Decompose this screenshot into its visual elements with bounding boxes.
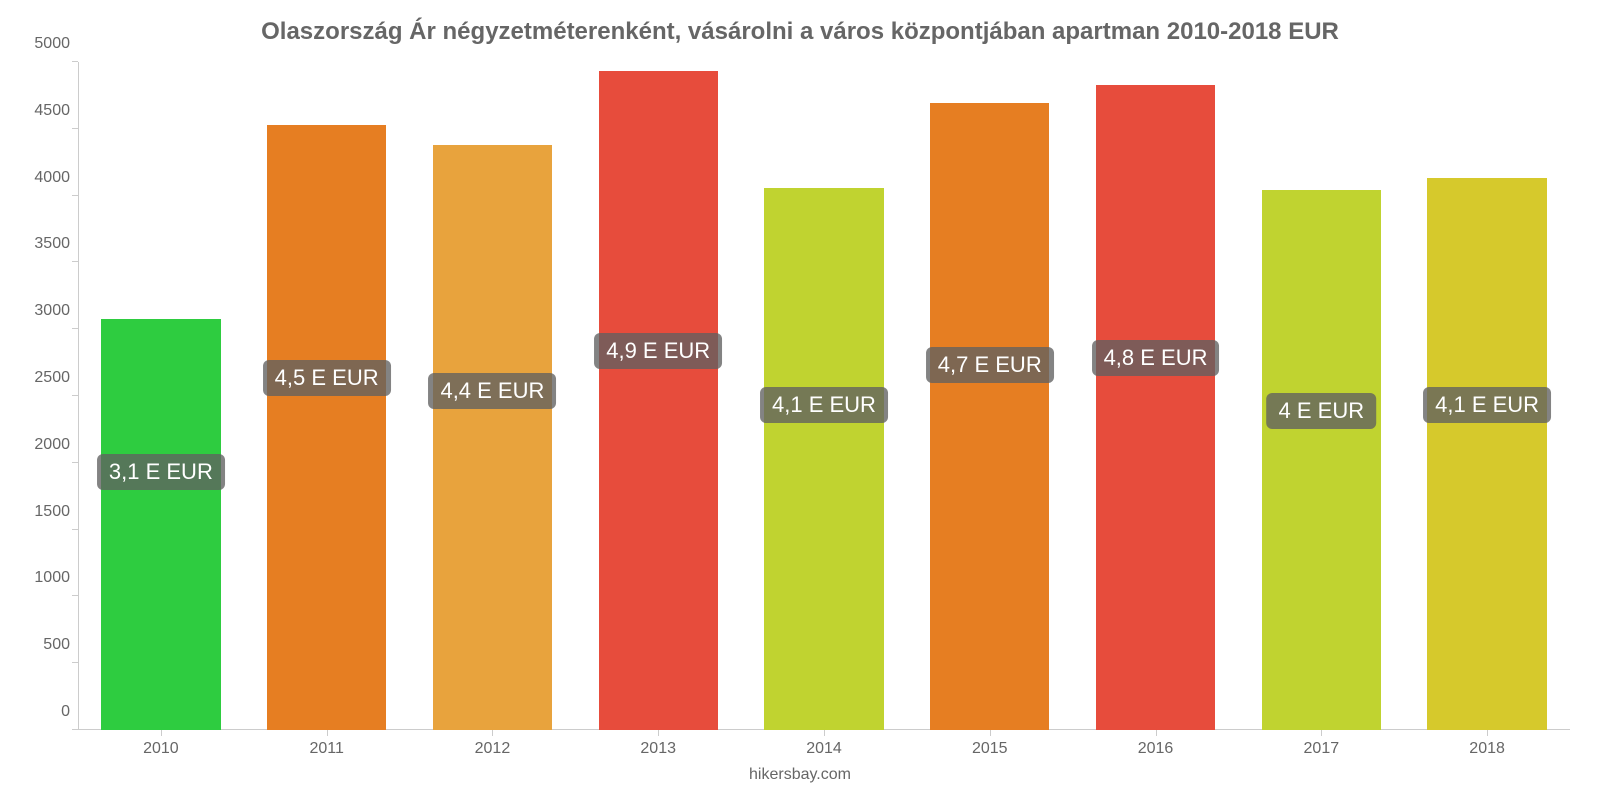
y-tick-label: 1500 [20, 503, 70, 521]
bar-slot: 20174 E EUR [1238, 62, 1404, 730]
bar [930, 103, 1049, 730]
bar-slot: 20114,5 E EUR [244, 62, 410, 730]
y-tick-label: 4000 [20, 169, 70, 187]
x-tick-label: 2017 [1304, 740, 1340, 758]
bar-slot: 20164,8 E EUR [1073, 62, 1239, 730]
bar-slot: 20103,1 E EUR [78, 62, 244, 730]
bar [1096, 85, 1215, 730]
value-label: 4,7 E EUR [926, 347, 1054, 383]
x-tick-mark [1156, 730, 1157, 736]
value-label: 4,8 E EUR [1092, 340, 1220, 376]
bar [764, 188, 883, 730]
bar [101, 319, 220, 730]
value-label: 3,1 E EUR [97, 454, 225, 490]
x-tick-mark [658, 730, 659, 736]
x-tick-label: 2015 [972, 740, 1008, 758]
y-tick-label: 500 [20, 636, 70, 654]
x-tick-mark [1321, 730, 1322, 736]
x-tick-mark [1487, 730, 1488, 736]
value-label: 4,1 E EUR [1423, 387, 1551, 423]
bar [1427, 178, 1546, 730]
plot-area: 0500100015002000250030003500400045005000… [78, 62, 1570, 730]
bar [267, 125, 386, 730]
x-tick-label: 2016 [1138, 740, 1174, 758]
y-tick-label: 4500 [20, 102, 70, 120]
value-label: 4,4 E EUR [428, 373, 556, 409]
y-tick-label: 2500 [20, 369, 70, 387]
value-label: 4,1 E EUR [760, 387, 888, 423]
x-tick-label: 2012 [475, 740, 511, 758]
chart-title: Olaszország Ár négyzetméterenként, vásár… [0, 0, 1600, 46]
chart-container: Olaszország Ár négyzetméterenként, vásár… [0, 0, 1600, 800]
x-tick-mark [327, 730, 328, 736]
y-tick-label: 0 [20, 703, 70, 721]
y-tick-label: 3000 [20, 302, 70, 320]
bar-slot: 20124,4 E EUR [410, 62, 576, 730]
x-tick-mark [492, 730, 493, 736]
value-label: 4,9 E EUR [594, 333, 722, 369]
x-tick-mark [990, 730, 991, 736]
bar-slot: 20154,7 E EUR [907, 62, 1073, 730]
y-tick-label: 5000 [20, 35, 70, 53]
value-label: 4,5 E EUR [263, 360, 391, 396]
bar [599, 71, 718, 730]
bars-layer: 20103,1 E EUR20114,5 E EUR20124,4 E EUR2… [78, 62, 1570, 730]
chart-footer: hikersbay.com [0, 766, 1600, 784]
bar-slot: 20144,1 E EUR [741, 62, 907, 730]
x-tick-label: 2013 [640, 740, 676, 758]
x-tick-label: 2011 [309, 740, 343, 758]
x-tick-label: 2014 [806, 740, 842, 758]
bar [1262, 190, 1381, 730]
bar [433, 145, 552, 730]
y-tick-label: 1000 [20, 569, 70, 587]
x-tick-label: 2018 [1469, 740, 1505, 758]
x-tick-mark [161, 730, 162, 736]
x-tick-label: 2010 [143, 740, 179, 758]
bar-slot: 20134,9 E EUR [575, 62, 741, 730]
y-tick-label: 2000 [20, 436, 70, 454]
bar-slot: 20184,1 E EUR [1404, 62, 1570, 730]
value-label: 4 E EUR [1267, 393, 1377, 429]
y-tick-label: 3500 [20, 235, 70, 253]
x-tick-mark [824, 730, 825, 736]
